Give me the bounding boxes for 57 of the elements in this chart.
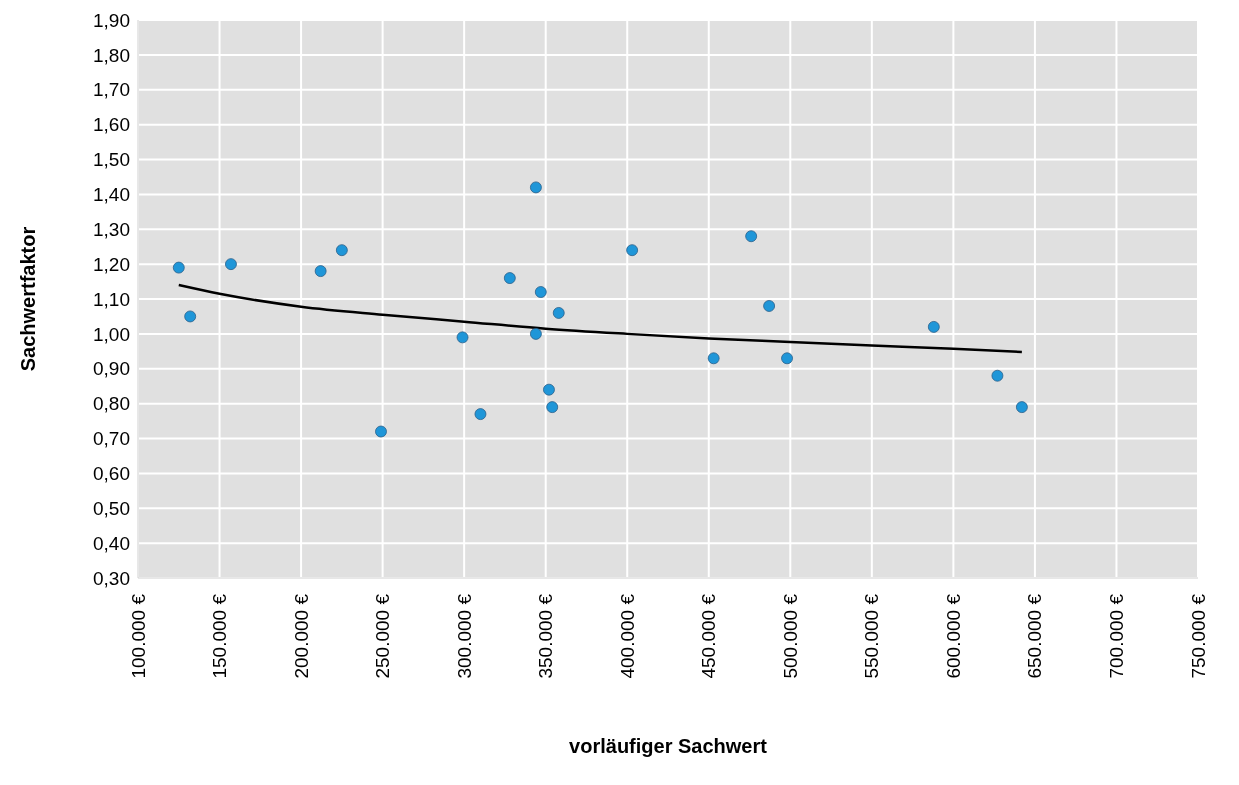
y-tick-label: 1,10	[93, 288, 130, 310]
x-tick-label: 550.000 €	[861, 593, 883, 679]
x-tick-label: 750.000 €	[1187, 593, 1209, 679]
point	[763, 300, 776, 312]
y-tick-label: 0,60	[93, 463, 130, 485]
point	[225, 258, 237, 271]
x-tick-label: 300.000 €	[453, 593, 475, 679]
point	[745, 230, 758, 243]
point	[474, 408, 487, 420]
y-tick-label: 1,70	[93, 79, 130, 101]
point	[456, 331, 469, 344]
x-tick-label: 650.000 €	[1024, 593, 1046, 679]
point	[626, 244, 639, 257]
point	[781, 352, 793, 365]
y-axis-title: Sachwertfaktor	[17, 226, 40, 372]
point	[991, 369, 1004, 382]
line-series	[177, 283, 1024, 354]
point	[1015, 401, 1028, 414]
y-tick-label: 0,90	[93, 358, 130, 380]
x-tick-label: 100.000 €	[127, 593, 149, 679]
x-tick-label: 700.000 €	[1105, 593, 1127, 679]
y-tick-label: 0,30	[93, 567, 130, 589]
y-tick-label: 1,40	[93, 184, 130, 206]
x-tick-label: 500.000 €	[779, 593, 801, 679]
x-axis-title: vorläufiger Sachwert	[569, 735, 768, 757]
x-tick-label: 200.000 €	[290, 593, 312, 679]
y-tick-label: 1,30	[93, 218, 130, 240]
x-tick-label: 150.000 €	[209, 593, 231, 679]
point	[543, 383, 555, 396]
point	[534, 286, 547, 298]
x-tick-label: 450.000 €	[698, 593, 720, 679]
point	[546, 401, 559, 414]
y-tick-label: 1,90	[93, 9, 130, 31]
y-tick-label: 0,50	[93, 497, 130, 519]
y-tick-label: 1,00	[93, 323, 130, 345]
point	[172, 261, 185, 274]
point	[530, 181, 542, 194]
x-tick-label: 400.000 €	[616, 593, 638, 679]
x-tick-label: 350.000 €	[535, 593, 557, 679]
y-tick-label: 0,70	[93, 428, 130, 450]
point	[552, 307, 565, 319]
y-tick-label: 1,50	[93, 149, 130, 171]
y-tick-label: 1,20	[93, 253, 130, 275]
y-tick-label: 0,80	[93, 393, 130, 415]
point	[503, 272, 516, 284]
point	[375, 425, 387, 438]
point	[314, 265, 327, 277]
point	[530, 327, 542, 340]
point	[927, 321, 940, 333]
point	[707, 352, 720, 365]
y-tick-label: 1,60	[93, 114, 130, 136]
point	[184, 310, 197, 323]
point	[335, 244, 348, 257]
x-tick-label: 250.000 €	[372, 593, 394, 679]
y-tick-label: 1,80	[93, 44, 130, 66]
y-tick-label: 0,40	[93, 532, 130, 554]
x-tick-label: 600.000 €	[942, 593, 964, 679]
